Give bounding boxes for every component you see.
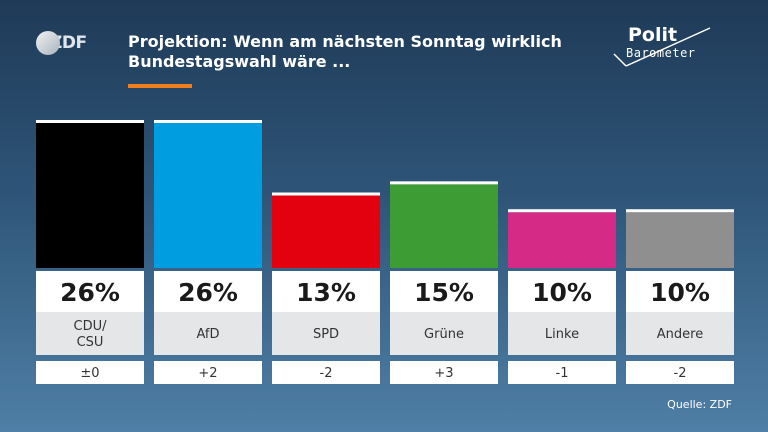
value-label-linke: 10%	[532, 278, 592, 307]
change-box-spd	[272, 361, 380, 384]
change-box-andere	[626, 361, 734, 384]
bar-afd	[154, 123, 262, 268]
category-label-spd: SPD	[313, 327, 339, 342]
change-box-cducsu	[36, 361, 144, 384]
bar-top-line-cducsu	[36, 120, 144, 123]
change-label-grne: +3	[434, 366, 453, 381]
value-box-grne	[390, 271, 498, 312]
category-label-afd: AfD	[196, 327, 219, 342]
value-box-andere	[626, 271, 734, 312]
change-label-spd: -2	[320, 366, 333, 381]
category-label-linke: Linke	[545, 327, 579, 342]
category-box-afd	[154, 312, 262, 355]
value-label-cducsu: 26%	[60, 278, 120, 307]
category-box-spd	[272, 312, 380, 355]
chart-title: Projektion: Wenn am nächsten Sonntag wir…	[128, 32, 588, 72]
change-label-cducsu: ±0	[80, 366, 99, 381]
bar-top-line-afd	[154, 120, 262, 123]
zdf-logo: ZDF	[36, 30, 92, 56]
value-box-linke	[508, 271, 616, 312]
title-accent-bar	[128, 84, 192, 88]
bar-grne	[390, 184, 498, 268]
politbarometer-check-icon	[613, 27, 711, 67]
value-label-spd: 13%	[296, 278, 356, 307]
source-label: Quelle: ZDF	[667, 398, 732, 411]
brand-polit-text: Polit	[628, 24, 678, 46]
change-label-linke: -1	[556, 366, 569, 381]
value-label-afd: 26%	[178, 278, 238, 307]
politbarometer-logo: Polit Barometer	[612, 24, 722, 74]
category-box-linke	[508, 312, 616, 355]
chart-title-line-2: Bundestagswahl wäre ...	[128, 52, 351, 71]
value-label-andere: 10%	[650, 278, 710, 307]
change-label-afd: +2	[198, 366, 217, 381]
category-label-andere: Andere	[657, 327, 703, 342]
category-box-grne	[390, 312, 498, 355]
bar-top-line-grne	[390, 181, 498, 185]
bar-cducsu	[36, 123, 144, 268]
bar-top-line-linke	[508, 209, 616, 213]
category-box-cducsu	[36, 312, 144, 355]
change-box-afd	[154, 361, 262, 384]
value-label-grne: 15%	[414, 278, 474, 307]
change-box-grne	[390, 361, 498, 384]
value-box-afd	[154, 271, 262, 312]
category-label-grne: Grüne	[424, 327, 464, 342]
category-label-cducsu: CDU/CSU	[74, 319, 108, 350]
bar-top-line-andere	[626, 209, 734, 213]
chart-title-line-1: Projektion: Wenn am nächsten Sonntag wir…	[128, 32, 562, 51]
change-label-andere: -2	[674, 366, 687, 381]
bar-linke	[508, 212, 616, 268]
bar-top-line-spd	[272, 192, 380, 196]
zdf-logo-icon	[36, 31, 60, 55]
category-box-andere	[626, 312, 734, 355]
change-box-linke	[508, 361, 616, 384]
value-box-spd	[272, 271, 380, 312]
bar-andere	[626, 212, 734, 268]
bar-spd	[272, 195, 380, 268]
brand-barometer-text: Barometer	[626, 46, 696, 60]
value-box-cducsu	[36, 271, 144, 312]
